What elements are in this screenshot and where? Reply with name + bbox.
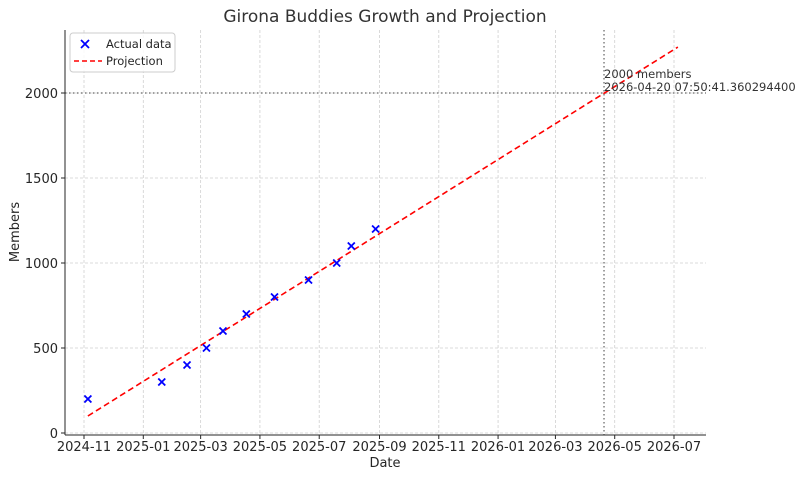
data-point-x-icon: [347, 241, 356, 251]
annotation-line2: 2026-04-20 07:50:41.360294400: [604, 80, 796, 94]
y-tick-label: 2000: [25, 87, 58, 102]
x-tick-label: 2026-07: [647, 440, 701, 455]
legend-marker-x-icon: [80, 39, 90, 49]
y-tick-label: 1000: [25, 257, 58, 272]
chart-title: Girona Buddies Growth and Projection: [223, 7, 546, 27]
axes: [64, 30, 706, 436]
y-tick-label: 500: [33, 342, 58, 357]
x-tick-label: 2025-05: [233, 440, 287, 455]
legend-actual-label: Actual data: [106, 37, 172, 51]
ticks: 2024-11 2025-01 2025-03 2025-05 2025-07 2025-…: [25, 87, 701, 455]
data-point-x-icon: [332, 258, 341, 268]
y-tick-label: 1500: [25, 172, 58, 187]
projection-line: [87, 46, 679, 417]
x-tick-label: 2025-07: [292, 440, 346, 455]
x-tick-label: 2024-11: [57, 440, 111, 455]
annotation: 2000 members 2026-04-20 07:50:41.3602944…: [604, 67, 796, 94]
x-tick-label: 2025-11: [412, 440, 466, 455]
legend-box: [69, 32, 176, 73]
grid: [65, 30, 706, 435]
x-tick-label: 2026-03: [528, 440, 582, 455]
legend-projection-label: Projection: [106, 54, 163, 68]
annotation-line1: 2000 members: [604, 67, 692, 81]
data-point-x-icon: [157, 377, 166, 387]
x-axis-label: Date: [369, 456, 400, 471]
data-point-x-icon: [218, 326, 228, 336]
x-tick-label: 2025-01: [116, 440, 170, 455]
series: [83, 46, 679, 417]
reference-lines: [65, 30, 706, 435]
x-tick-label: 2025-09: [352, 440, 406, 455]
data-point-x-icon: [270, 292, 279, 302]
data-point-x-icon: [182, 360, 192, 370]
data-point-x-icon: [83, 394, 93, 404]
x-tick-label: 2025-03: [173, 440, 227, 455]
data-point-x-icon: [202, 343, 211, 353]
legend: Actual data Projection: [69, 32, 176, 73]
data-point-x-icon: [242, 309, 251, 319]
x-tick-label: 2026-05: [588, 440, 642, 455]
y-tick-label: 0: [50, 427, 58, 442]
y-axis-label: Members: [8, 202, 23, 262]
data-point-x-icon: [371, 224, 380, 234]
x-tick-label: 2026-01: [471, 440, 525, 455]
data-point-x-icon: [304, 275, 313, 285]
